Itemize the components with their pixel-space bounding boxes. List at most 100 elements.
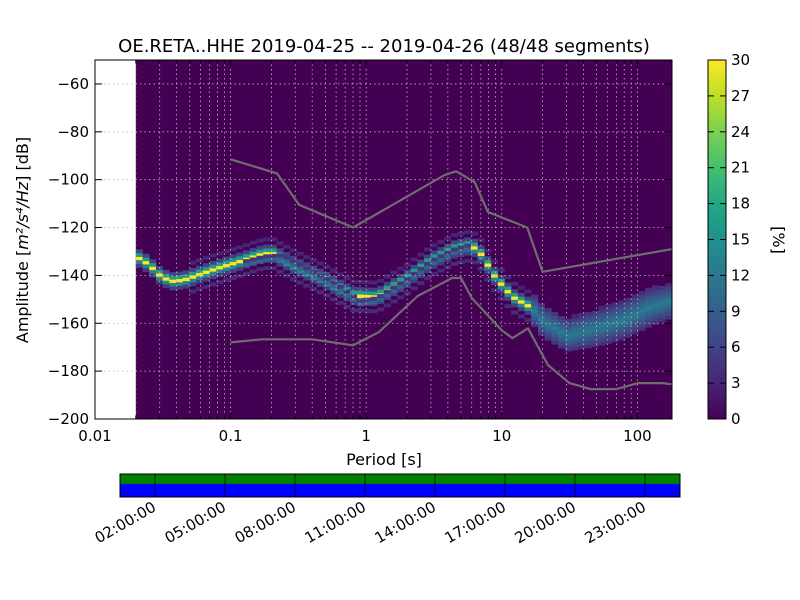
heatmap-cell bbox=[658, 289, 666, 294]
y-axis-label: Amplitude [m²/s⁴/Hz] [dB] bbox=[13, 137, 32, 343]
heatmap-cell bbox=[350, 294, 358, 299]
heatmap-cell bbox=[289, 255, 297, 260]
heatmap-cell bbox=[142, 260, 150, 265]
heatmap-cell bbox=[665, 301, 672, 306]
heatmap-cell bbox=[511, 310, 519, 315]
heatmap-cell bbox=[464, 240, 472, 245]
heatmap-cell bbox=[155, 280, 163, 285]
heatmap-cell bbox=[470, 242, 478, 247]
heatmap-cell bbox=[551, 326, 559, 331]
heatmap-cell bbox=[591, 318, 599, 323]
heatmap-cell bbox=[645, 305, 653, 310]
heatmap-cell bbox=[665, 315, 672, 320]
heatmap-cell bbox=[477, 248, 485, 253]
heatmap-cell bbox=[631, 323, 639, 328]
colorbar-tick-label: 24 bbox=[731, 123, 750, 141]
heatmap-cell bbox=[417, 274, 425, 279]
heatmap-cell bbox=[276, 269, 284, 274]
heatmap-cell bbox=[350, 301, 358, 306]
heatmap-cell bbox=[303, 270, 311, 274]
heatmap-cell bbox=[323, 293, 331, 298]
heatmap-cell bbox=[638, 316, 646, 321]
heatmap-cell bbox=[149, 270, 157, 274]
colorbar-tick-label: 9 bbox=[731, 302, 741, 320]
heatmap-cell bbox=[216, 258, 224, 263]
heatmap-cell bbox=[464, 237, 472, 242]
heatmap-cell bbox=[370, 296, 378, 301]
x-tick-label: 10 bbox=[492, 427, 511, 445]
heatmap-cell bbox=[598, 338, 606, 342]
heatmap-cell bbox=[323, 277, 331, 281]
heatmap-cell bbox=[638, 301, 646, 306]
heatmap-cell bbox=[571, 335, 579, 340]
heatmap-cell bbox=[584, 340, 592, 345]
heatmap-cell bbox=[524, 307, 532, 312]
colorbar-tick-label: 0 bbox=[731, 410, 741, 428]
time-tick-label: 23:00:00 bbox=[582, 498, 649, 547]
heatmap-cell bbox=[283, 259, 291, 264]
heatmap-cell bbox=[296, 269, 304, 274]
heatmap-cell bbox=[497, 275, 505, 279]
heatmap-cell bbox=[504, 275, 512, 280]
heatmap-cell bbox=[618, 304, 626, 309]
heatmap-cell bbox=[491, 281, 499, 286]
heatmap-cell bbox=[202, 266, 210, 271]
heatmap-cell bbox=[470, 231, 478, 236]
heatmap-cell bbox=[169, 275, 177, 280]
heatmap-cell bbox=[450, 251, 458, 256]
heatmap-cell bbox=[470, 260, 478, 265]
heatmap-cell bbox=[497, 278, 505, 283]
heatmap-cell bbox=[209, 264, 217, 269]
heatmap-cell bbox=[417, 259, 425, 264]
heatmap-cell bbox=[343, 286, 351, 291]
heatmap-cell bbox=[189, 278, 197, 283]
heatmap-cell bbox=[209, 260, 217, 265]
heatmap-cell bbox=[229, 254, 237, 259]
heatmap-cell bbox=[169, 286, 177, 291]
heatmap-cell bbox=[350, 297, 358, 302]
heatmap-cell bbox=[209, 275, 217, 280]
coverage-frame bbox=[119, 473, 681, 498]
heatmap-cell bbox=[625, 333, 633, 338]
heatmap-cell bbox=[665, 290, 672, 295]
heatmap-cell bbox=[564, 322, 572, 327]
heatmap-cell bbox=[316, 279, 324, 284]
heatmap-cell bbox=[330, 290, 338, 295]
heatmap-cell bbox=[504, 286, 512, 291]
heatmap-cell bbox=[450, 254, 458, 259]
heatmap-cell bbox=[544, 318, 552, 323]
y-tick-label: −120 bbox=[48, 219, 89, 237]
heatmap-cell bbox=[645, 287, 653, 292]
heatmap-cell bbox=[430, 257, 438, 262]
heatmap-cell bbox=[216, 251, 224, 256]
heatmap-cell bbox=[263, 254, 271, 259]
heatmap-cell bbox=[162, 277, 170, 281]
y-tick-label: −80 bbox=[57, 123, 89, 141]
heatmap-cell bbox=[343, 297, 351, 302]
heatmap-cell bbox=[584, 319, 592, 324]
heatmap-cell bbox=[464, 230, 472, 235]
heatmap-cell bbox=[243, 253, 251, 258]
heatmap-cell bbox=[229, 261, 237, 266]
heatmap-cell bbox=[310, 258, 318, 263]
heatmap-cell bbox=[370, 291, 378, 296]
heatmap-cell bbox=[410, 264, 418, 269]
heatmap-cell bbox=[578, 320, 586, 325]
heatmap-cell bbox=[383, 293, 391, 298]
heatmap-cell bbox=[383, 303, 391, 308]
heatmap-cell bbox=[162, 284, 170, 289]
heatmap-cell bbox=[658, 303, 666, 308]
heatmap-cell bbox=[537, 317, 545, 322]
heatmap-cell bbox=[370, 300, 378, 305]
heatmap-cell bbox=[618, 314, 626, 319]
heatmap-cell bbox=[196, 276, 204, 281]
heatmap-cell bbox=[424, 276, 432, 281]
heatmap-cell bbox=[283, 262, 291, 267]
heatmap-cell bbox=[558, 341, 566, 346]
heatmap-cell bbox=[631, 319, 639, 324]
heatmap-cell bbox=[149, 266, 157, 271]
y-tick-label: −60 bbox=[57, 75, 89, 93]
heatmap-cell bbox=[222, 267, 230, 272]
heatmap-cell bbox=[310, 276, 318, 281]
